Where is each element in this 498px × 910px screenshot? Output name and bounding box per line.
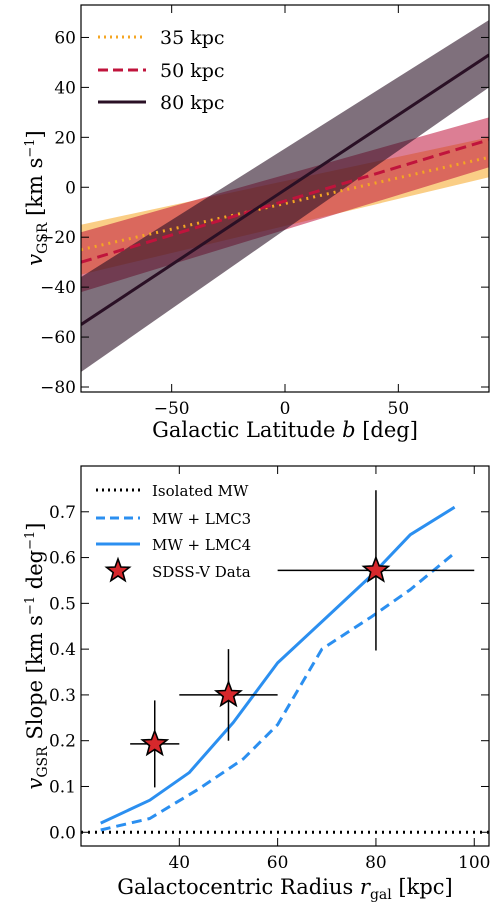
top-plot-frame [80, 4, 490, 393]
legend-label-35kpc: 35 kpc [160, 27, 225, 49]
bottom-xtick-label: 40 [168, 853, 190, 873]
top-ytick-label: 60 [54, 28, 76, 48]
bottom-ytick-label: 0.4 [49, 640, 76, 660]
legend-label-mw-lmc3: MW + LMC3 [152, 510, 251, 528]
top-ytick-label: −60 [40, 328, 76, 348]
bottom-ytick-label: 0.7 [49, 503, 76, 523]
legend-label-mw-lmc4: MW + LMC4 [152, 536, 251, 554]
top-ytick-label: −80 [40, 378, 76, 398]
bottom-ytick-label: 0.0 [49, 823, 76, 843]
bottom-xtick-label: 80 [365, 853, 387, 873]
bottom-ytick-label: 0.5 [49, 594, 76, 614]
bottom-x-axis-title: Galactocentric Radius rgal [kpc] [117, 875, 453, 903]
top-legend: 35 kpc 50 kpc 80 kpc [98, 27, 225, 114]
bottom-ytick-label: 0.1 [49, 777, 76, 797]
top-y-axis-title: vGSR [km s−1] [23, 130, 51, 266]
legend-swatch-sdss-star [104, 556, 132, 583]
bottom-data-points [130, 490, 475, 788]
bottom-ticks: 40 60 80 100 0.0 0.1 0.2 0.3 0.4 0.5 0.6 0.7 [49, 466, 490, 873]
sdss-data-star [361, 555, 391, 583]
top-x-axis-title: Galactic Latitude b [deg] [152, 418, 418, 442]
line-mw-lmc4 [100, 505, 456, 825]
top-uncertainty-bands [81, 19, 489, 373]
bottom-xtick-label: 100 [458, 853, 490, 873]
legend-label-isolated-mw: Isolated MW [152, 482, 249, 500]
band-80-kpc [81, 19, 489, 373]
top-ytick-label: −20 [40, 228, 76, 248]
bottom-ytick-label: 0.3 [49, 686, 76, 706]
bottom-plot-frame [80, 465, 490, 847]
line-mw-lmc3 [100, 551, 456, 832]
sdss-data-star [140, 728, 170, 757]
bottom-series-lines [81, 505, 489, 834]
legend-label-80kpc: 80 kpc [160, 92, 225, 114]
bottom-panel: 40 60 80 100 0.0 0.1 0.2 0.3 0.4 0.5 0.6 0.7 Isolat… [23, 465, 490, 903]
top-ticks: −50 0 50 −80 −60 −40 −20 0 20 40 60 [40, 5, 489, 419]
sdss-data-star [213, 679, 243, 708]
top-series-lines [81, 53, 489, 326]
bottom-xtick-label: 60 [267, 853, 289, 873]
top-ytick-label: 40 [54, 78, 76, 98]
top-panel: −50 0 50 −80 −60 −40 −20 0 20 40 60 35 kpc 50 kpc … [23, 4, 490, 442]
top-xtick-label: 50 [388, 399, 410, 419]
bottom-ytick-label: 0.2 [49, 732, 76, 752]
line-80-kpc [81, 53, 489, 326]
top-ytick-label: −40 [40, 278, 76, 298]
legend-label-50kpc: 50 kpc [160, 60, 225, 82]
bottom-legend: Isolated MW MW + LMC3 MW + LMC4 SDSS-V D… [96, 482, 251, 583]
top-xtick-label: −50 [154, 399, 190, 419]
line-50-kpc [81, 138, 489, 264]
bottom-ytick-label: 0.6 [49, 549, 76, 569]
top-ytick-label: 20 [54, 128, 76, 148]
bottom-y-axis-title: vGSR Slope [km s−1 deg−1] [23, 523, 51, 790]
top-xtick-label: 0 [280, 399, 291, 419]
top-ytick-label: 0 [65, 178, 76, 198]
legend-label-sdss: SDSS-V Data [152, 563, 251, 581]
